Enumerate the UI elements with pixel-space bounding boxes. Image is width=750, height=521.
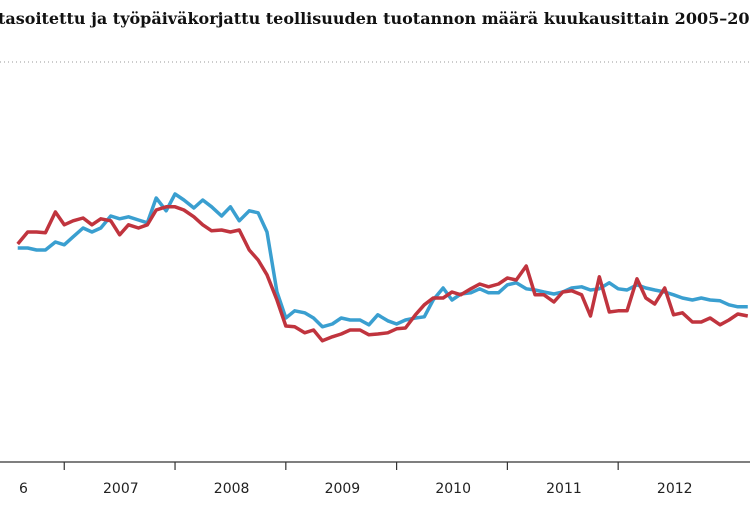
- x-tick-label: 2010: [435, 481, 471, 497]
- x-tick-label: 6: [19, 481, 28, 497]
- series-line: [17, 192, 748, 329]
- series-line: [16, 205, 749, 343]
- x-tick-label: 2012: [657, 481, 693, 497]
- chart-title: tasoitettu ja työpäiväkorjattu teollisuu…: [0, 9, 750, 28]
- x-tick-label: 2009: [325, 481, 361, 497]
- x-tick-label: 2007: [103, 481, 139, 497]
- x-tick-label: 2008: [214, 481, 250, 497]
- x-tick-label: 2011: [546, 481, 582, 497]
